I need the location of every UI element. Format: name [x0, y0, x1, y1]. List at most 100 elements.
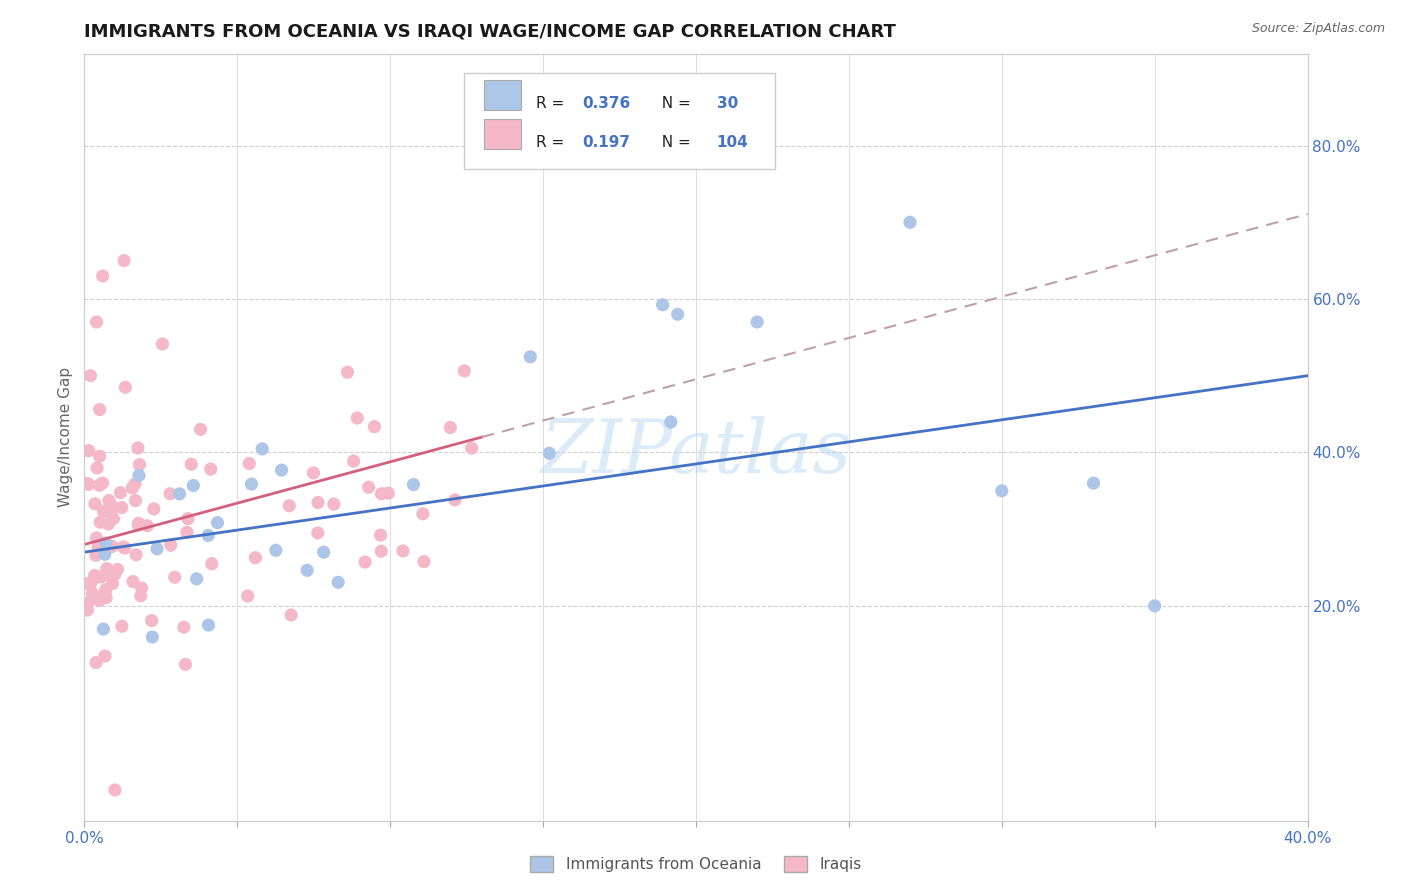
Point — [370, 528, 392, 542]
Point — [86, 315, 108, 329]
Point — [77, 443, 100, 458]
Point — [82, 586, 104, 600]
Point — [370, 487, 392, 501]
Point — [76, 596, 98, 610]
Point — [128, 516, 150, 531]
Legend: Immigrants from Oceania, Iraqis: Immigrants from Oceania, Iraqis — [524, 850, 868, 879]
Point — [101, 540, 124, 554]
Point — [89, 593, 111, 607]
Point — [146, 541, 169, 556]
Point — [89, 402, 111, 417]
Point — [666, 307, 689, 321]
Point — [538, 446, 561, 460]
Point — [245, 550, 267, 565]
Point — [412, 507, 434, 521]
Text: 30: 30 — [717, 96, 738, 112]
Point — [270, 463, 292, 477]
Point — [453, 364, 475, 378]
Point — [197, 618, 219, 632]
Point — [159, 486, 181, 500]
Point — [1143, 599, 1166, 613]
Text: R =: R = — [536, 136, 569, 150]
Point — [176, 525, 198, 540]
Point — [97, 493, 120, 508]
Point — [307, 495, 329, 509]
Point — [173, 620, 195, 634]
Text: N =: N = — [652, 96, 696, 112]
Point — [128, 458, 150, 472]
Point — [207, 516, 229, 530]
Point — [114, 380, 136, 394]
Point — [91, 476, 114, 491]
Point — [104, 567, 127, 582]
Point — [163, 570, 186, 584]
Point — [94, 591, 117, 605]
Point — [91, 268, 114, 283]
Point — [312, 545, 335, 559]
Text: IMMIGRANTS FROM OCEANIA VS IRAQI WAGE/INCOME GAP CORRELATION CHART: IMMIGRANTS FROM OCEANIA VS IRAQI WAGE/IN… — [84, 23, 896, 41]
Point — [201, 557, 224, 571]
Point — [94, 547, 117, 561]
Point — [122, 574, 145, 589]
Point — [190, 422, 212, 436]
Point — [93, 504, 115, 518]
FancyBboxPatch shape — [484, 119, 522, 149]
Point — [322, 497, 344, 511]
Point — [100, 506, 122, 520]
Point — [343, 454, 366, 468]
Point — [363, 419, 385, 434]
Point — [124, 493, 146, 508]
Point — [326, 575, 349, 590]
Point — [238, 457, 260, 471]
Point — [346, 411, 368, 425]
Point — [377, 486, 399, 500]
Point — [991, 483, 1014, 498]
Text: R =: R = — [536, 96, 569, 112]
Point — [898, 215, 921, 229]
Point — [77, 477, 100, 491]
Point — [100, 568, 122, 582]
Point — [402, 477, 425, 491]
Point — [111, 500, 134, 515]
Point — [177, 511, 200, 525]
Point — [89, 449, 111, 463]
Point — [127, 517, 149, 532]
Point — [84, 497, 107, 511]
FancyBboxPatch shape — [484, 80, 522, 110]
Y-axis label: Wage/Income Gap: Wage/Income Gap — [58, 367, 73, 508]
Point — [79, 368, 101, 383]
Text: N =: N = — [652, 136, 696, 150]
Point — [169, 487, 191, 501]
Point — [100, 498, 122, 512]
Point — [659, 415, 682, 429]
Point — [101, 567, 124, 582]
Point — [651, 298, 673, 312]
Point — [180, 457, 202, 471]
Point — [110, 485, 132, 500]
Point — [121, 481, 143, 495]
Text: 104: 104 — [717, 136, 748, 150]
Point — [86, 461, 108, 475]
Point — [174, 657, 197, 672]
Point — [240, 477, 263, 491]
Point — [142, 502, 165, 516]
Point — [76, 476, 98, 491]
Point — [84, 571, 107, 585]
Text: 0.197: 0.197 — [582, 136, 630, 150]
Point — [460, 441, 482, 455]
Point — [89, 515, 111, 529]
Text: 0.376: 0.376 — [582, 96, 630, 112]
Point — [264, 543, 287, 558]
Point — [357, 480, 380, 494]
Point — [295, 563, 318, 577]
Point — [413, 555, 436, 569]
Point — [150, 337, 173, 351]
Point — [307, 525, 329, 540]
Point — [127, 441, 149, 455]
Point — [89, 478, 111, 492]
Point — [200, 462, 222, 476]
Point — [101, 576, 124, 591]
Point — [125, 548, 148, 562]
Point — [87, 540, 110, 554]
Point — [90, 570, 112, 584]
